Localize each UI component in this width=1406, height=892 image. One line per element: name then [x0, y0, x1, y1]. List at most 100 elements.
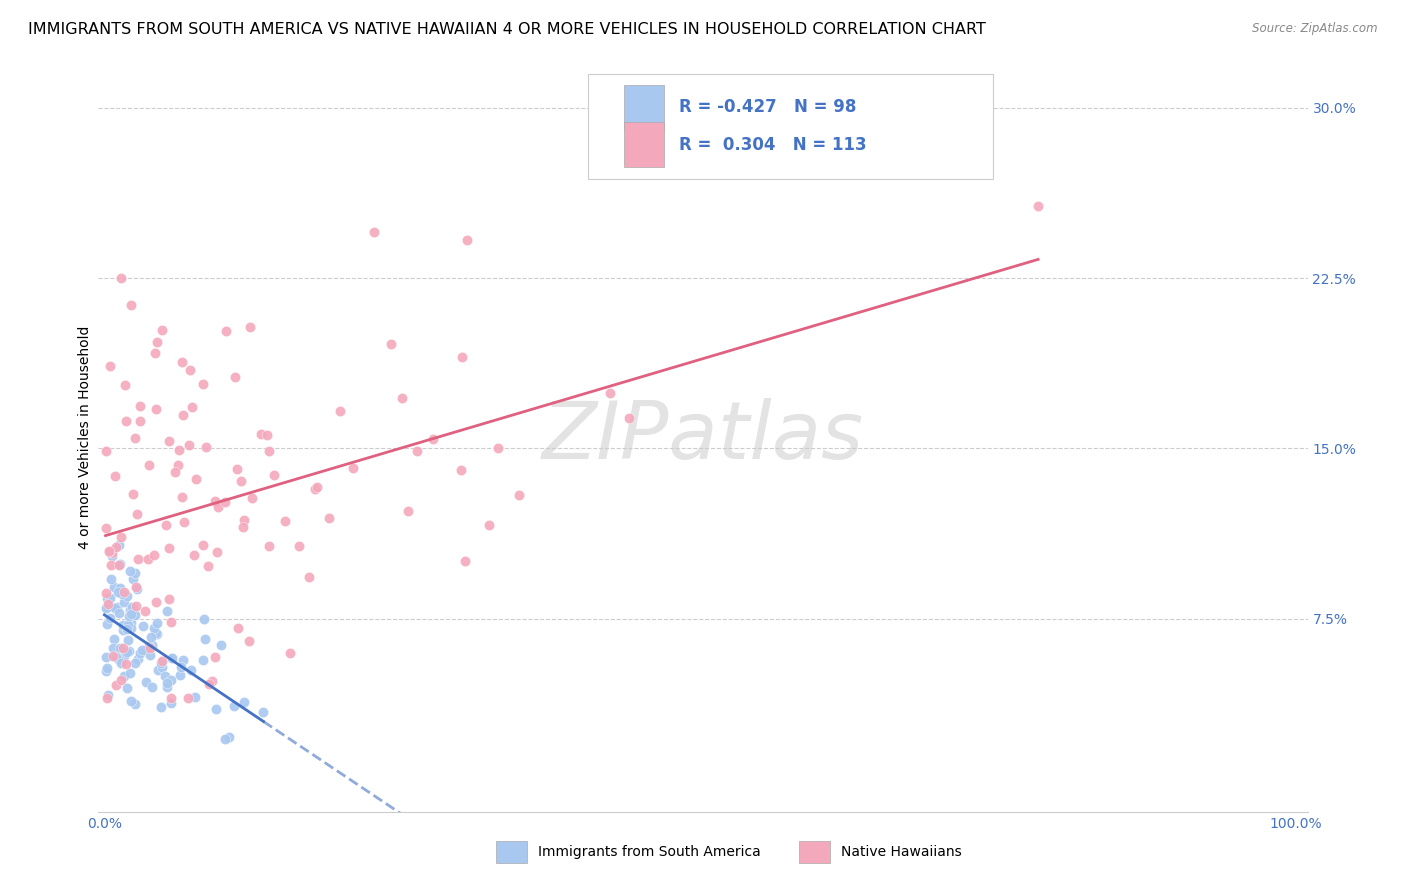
Point [180, 663, 202, 677]
Point [138, 458, 160, 473]
Point [118, 603, 141, 617]
Point [342, 461, 364, 475]
Point [120, 693, 142, 707]
Point [155, 668, 177, 682]
Point [110, 530, 132, 544]
Point [100, 558, 122, 572]
Point [150, 323, 173, 337]
Point [146, 615, 169, 630]
Point [139, 648, 162, 662]
Point [94, 600, 117, 615]
Point [112, 585, 135, 599]
Point [257, 539, 280, 553]
Point [103, 632, 125, 646]
Point [108, 582, 131, 596]
Point [107, 600, 129, 615]
Point [157, 591, 180, 606]
Point [250, 426, 273, 441]
Point [141, 631, 163, 645]
Point [450, 351, 472, 365]
Point [101, 549, 124, 563]
Point [94, 586, 117, 600]
Point [96, 661, 118, 675]
Point [149, 656, 172, 670]
Point [121, 607, 143, 622]
Point [146, 663, 169, 677]
Point [125, 582, 148, 597]
Point [135, 674, 157, 689]
Point [124, 697, 146, 711]
Point [96, 691, 118, 706]
Point [117, 633, 139, 648]
Point [214, 495, 236, 509]
Point [173, 516, 195, 530]
Point [406, 443, 429, 458]
Point [207, 500, 229, 515]
Point [120, 298, 142, 312]
Point [98, 359, 121, 374]
Point [157, 434, 180, 449]
Point [115, 590, 138, 604]
Text: R = -0.427   N = 98: R = -0.427 N = 98 [679, 98, 856, 116]
Point [104, 650, 127, 665]
Point [145, 335, 167, 350]
Point [160, 651, 183, 665]
Point [307, 480, 329, 494]
Point [101, 546, 124, 560]
Point [232, 513, 254, 527]
Point [191, 653, 214, 667]
Point [122, 603, 145, 617]
Point [110, 673, 132, 688]
Point [124, 656, 146, 670]
Point [138, 640, 160, 654]
Point [224, 370, 246, 384]
Point [198, 677, 221, 691]
Point [127, 551, 149, 566]
Point [104, 601, 127, 615]
Point [450, 463, 472, 477]
Point [329, 404, 352, 418]
Point [105, 540, 128, 554]
Point [94, 521, 117, 535]
Point [120, 616, 142, 631]
Point [396, 504, 419, 518]
Point [100, 573, 122, 587]
Point [233, 695, 256, 709]
Point [103, 580, 125, 594]
Point [181, 401, 204, 415]
Point [239, 319, 262, 334]
Point [150, 660, 173, 674]
Point [159, 697, 181, 711]
Point [167, 458, 190, 472]
Point [225, 462, 247, 476]
Point [454, 554, 477, 568]
Point [422, 432, 444, 446]
Point [120, 564, 142, 578]
Point [226, 621, 249, 635]
Point [136, 551, 159, 566]
Point [108, 640, 131, 655]
Point [96, 617, 118, 632]
Point [125, 507, 148, 521]
Point [131, 619, 153, 633]
Point [204, 494, 226, 508]
FancyBboxPatch shape [624, 85, 664, 130]
Point [172, 355, 194, 369]
Point [159, 615, 181, 629]
Point [304, 482, 326, 496]
Point [229, 475, 252, 489]
Point [108, 558, 131, 572]
Point [195, 440, 218, 454]
Point [114, 378, 136, 392]
Point [120, 666, 142, 681]
Point [94, 664, 117, 678]
Point [97, 545, 120, 559]
Point [201, 673, 224, 688]
Point [111, 640, 134, 655]
Point [160, 691, 183, 706]
Point [193, 538, 215, 552]
Point [107, 537, 129, 551]
Point [155, 517, 177, 532]
Point [128, 646, 150, 660]
Point [110, 270, 132, 285]
